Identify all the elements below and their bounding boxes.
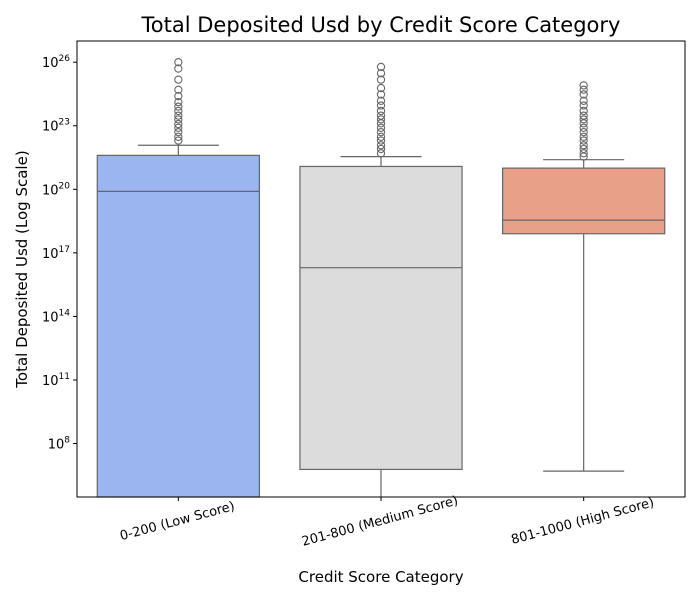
box <box>96 154 261 498</box>
y-tick-label: 1026 <box>42 54 70 71</box>
y-tick-label: 1011 <box>42 372 70 389</box>
outlier-point <box>174 97 183 107</box>
outlier-point <box>376 115 386 124</box>
outlier-point <box>579 144 588 154</box>
outlier-point <box>376 136 386 145</box>
x-tick-label: 0-200 (Low Score) <box>118 499 236 544</box>
outlier-point <box>174 102 183 111</box>
outlier-point <box>579 123 588 132</box>
y-tick-label: 1023 <box>42 118 70 135</box>
outlier-point <box>376 83 386 93</box>
outlier-point <box>376 75 386 84</box>
outlier-point <box>174 58 183 67</box>
outlier-point <box>376 144 386 154</box>
outlier-point <box>174 111 183 120</box>
outlier-point <box>579 85 588 94</box>
box <box>299 165 463 471</box>
outlier-point <box>174 106 183 116</box>
outlier-point <box>579 132 588 141</box>
outlier-point <box>376 69 386 78</box>
y-tick-label: 1017 <box>42 245 70 262</box>
chart-title: Total Deposited Usd by Credit Score Cate… <box>141 13 621 37</box>
outlier-point <box>376 111 386 120</box>
outlier-point <box>376 141 386 150</box>
outlier-point <box>174 64 183 73</box>
outlier-point <box>579 136 588 145</box>
outlier-point <box>579 115 588 124</box>
outlier-point <box>376 101 386 110</box>
outlier-point <box>579 81 588 90</box>
outlier-point <box>579 90 588 99</box>
outlier-point <box>376 106 386 116</box>
outlier-point <box>376 90 386 99</box>
outlier-point <box>376 127 386 137</box>
y-axis-label: Total Deposited Usd (Log Scale) <box>13 150 31 388</box>
outlier-point <box>174 132 183 141</box>
outlier-point <box>174 127 183 137</box>
outlier-point <box>376 132 386 141</box>
outlier-point <box>579 101 588 110</box>
outlier-point <box>376 123 386 132</box>
box <box>502 167 666 235</box>
x-tick-label: 801-1000 (High Score) <box>510 495 656 548</box>
outlier-point <box>376 96 386 105</box>
outlier-point <box>174 85 183 94</box>
outlier-point <box>579 127 588 137</box>
outlier-point <box>376 62 386 72</box>
plot-area: 108 1011 1014 1017 1020 1023 1026 0-200 (Low Sc… <box>42 40 686 550</box>
outlier-point <box>579 111 588 120</box>
outlier-point <box>174 123 183 132</box>
y-tick-label: 108 <box>48 436 71 453</box>
y-tick-label: 1014 <box>42 308 70 325</box>
outlier-point <box>376 149 386 158</box>
outlier-point <box>579 106 588 116</box>
x-axis-label: Credit Score Category <box>298 568 463 586</box>
y-tick-label: 1020 <box>42 181 70 198</box>
outlier-point <box>174 91 183 101</box>
outlier-point <box>174 115 183 124</box>
x-tick-label: 201-800 (Medium Score) <box>300 494 460 550</box>
outlier-point <box>174 119 183 129</box>
outlier-point <box>579 149 588 158</box>
outlier-point <box>579 96 588 105</box>
outlier-point <box>174 136 183 145</box>
outlier-point <box>174 75 183 84</box>
outlier-point <box>579 141 588 150</box>
